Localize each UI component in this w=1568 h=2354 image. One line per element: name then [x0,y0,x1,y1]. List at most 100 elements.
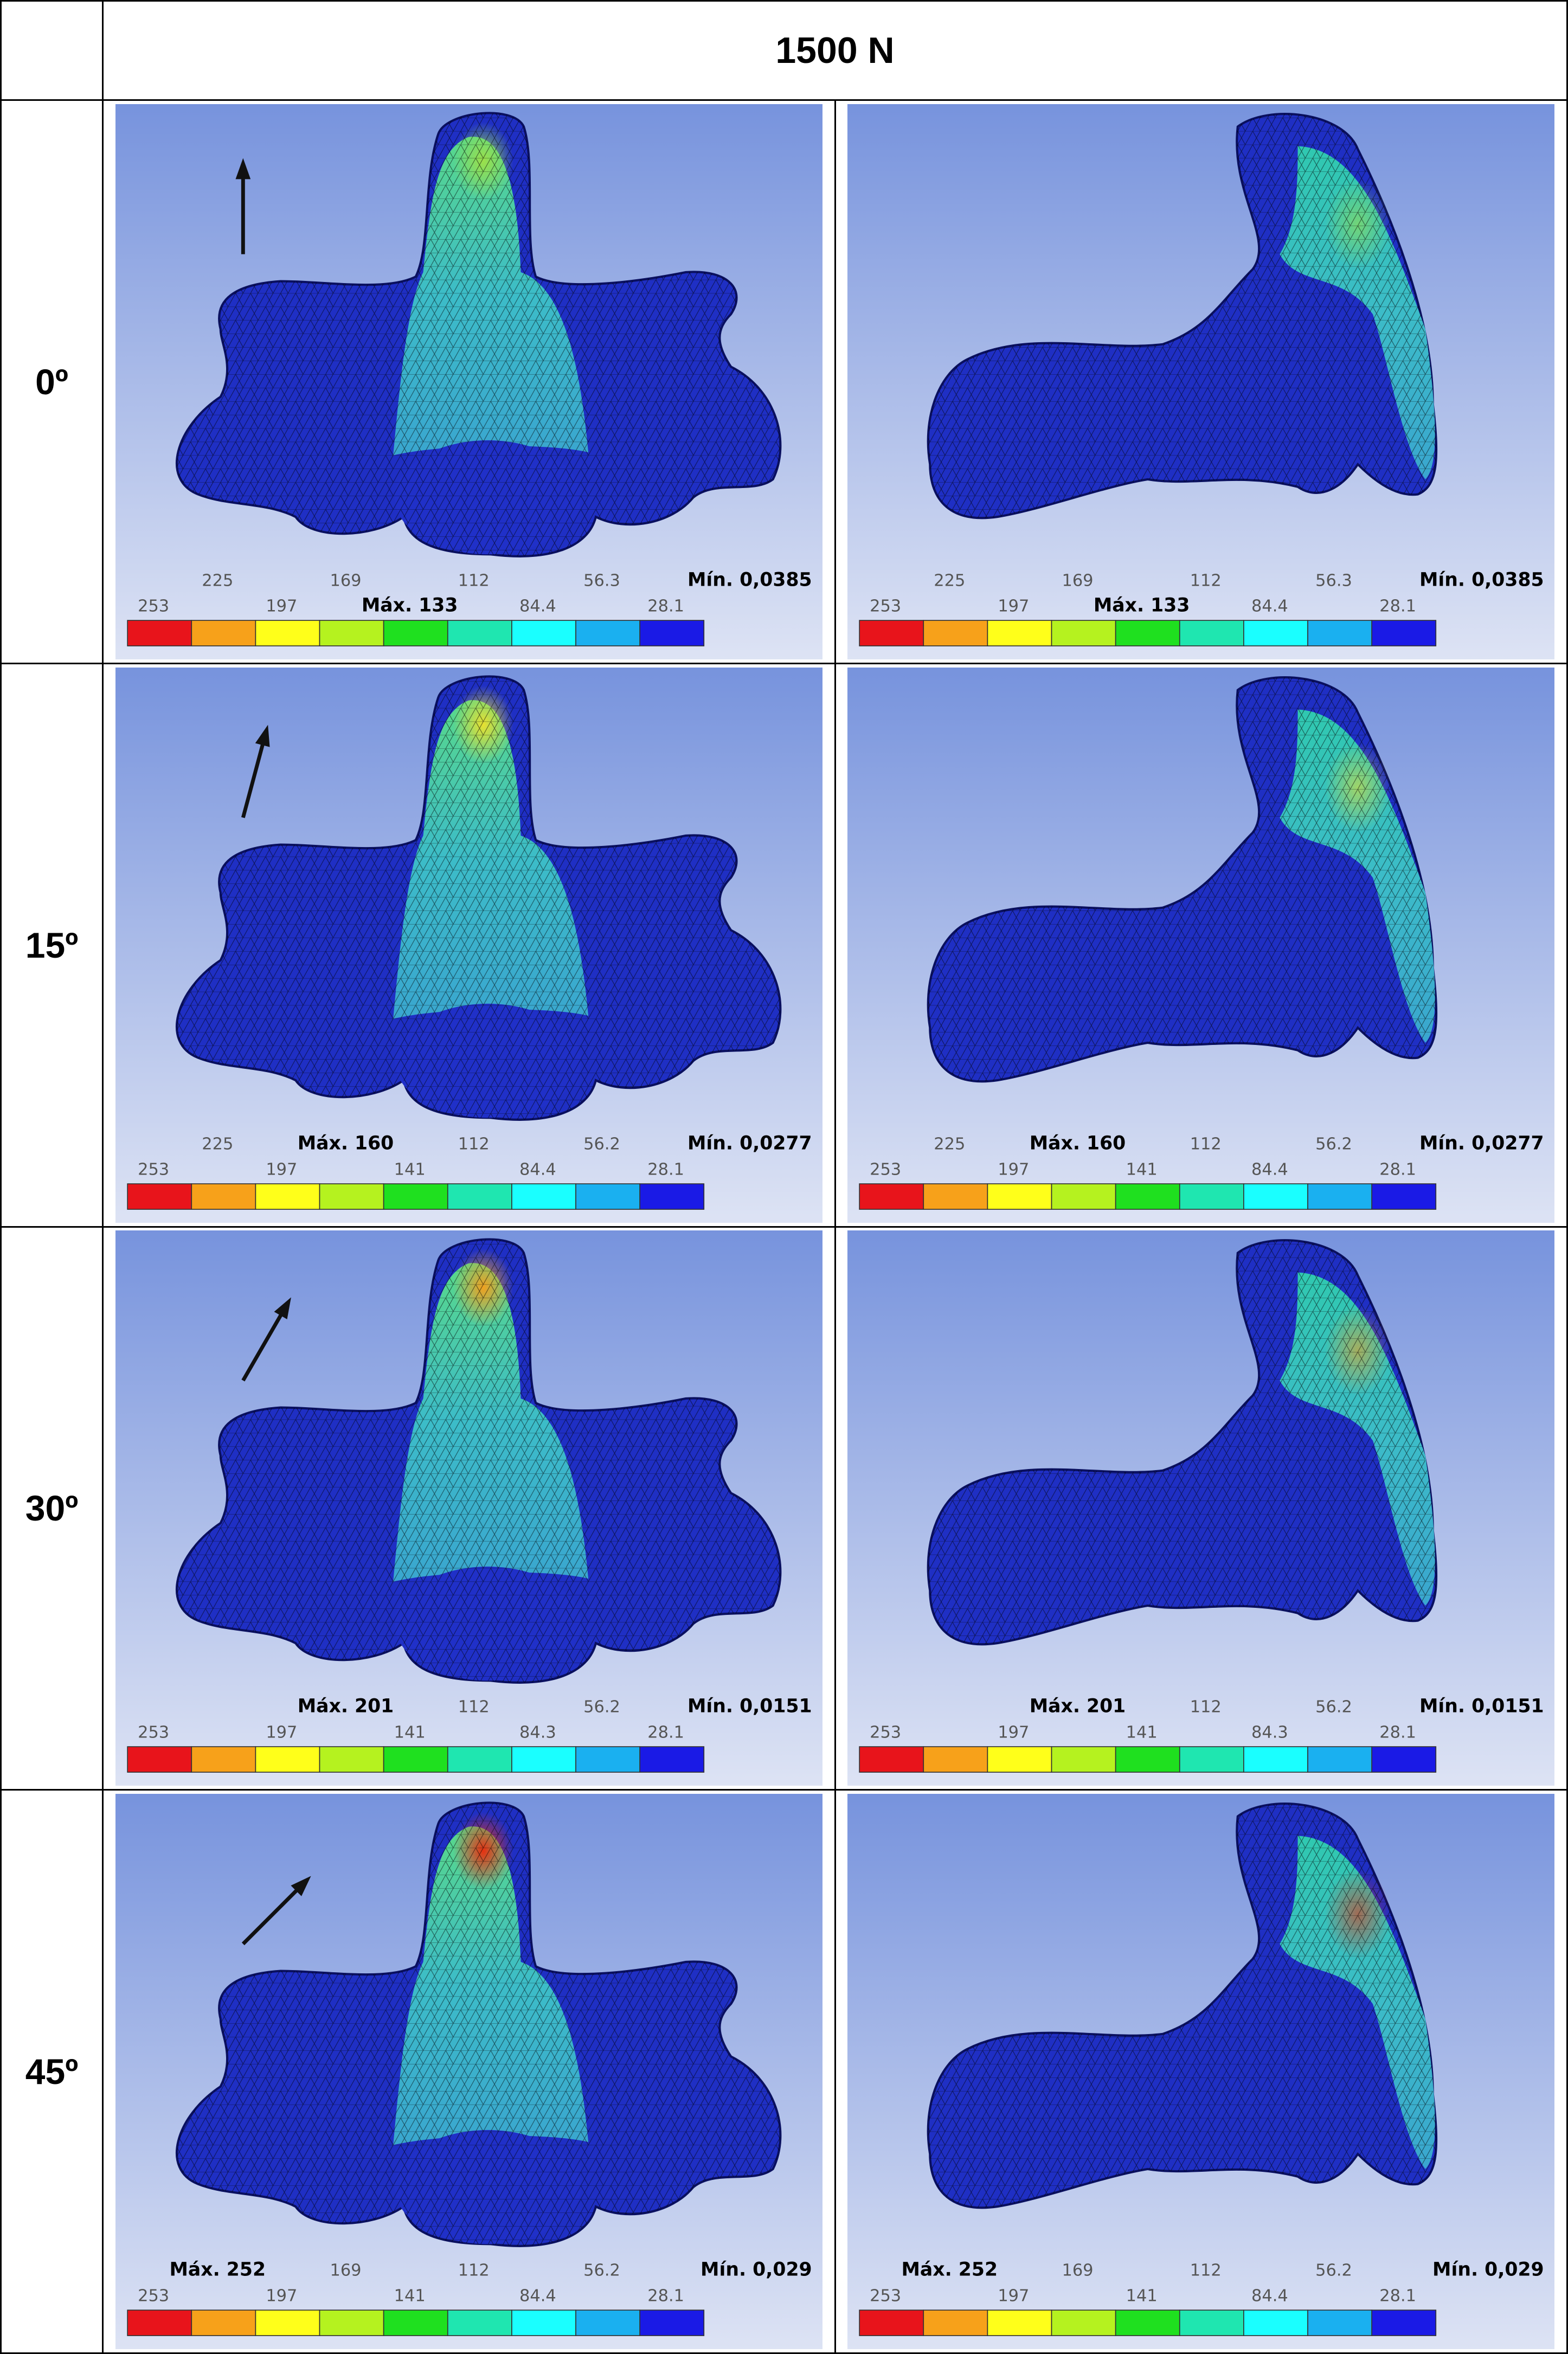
scale-label: 253 [870,596,901,615]
scale-label: 84.4 [519,1160,556,1179]
scale-label: 141 [394,2287,425,2306]
scale-label: 28.1 [647,1723,684,1742]
scale-label: 197 [266,1723,297,1742]
scale-box [191,1183,256,1210]
load-arrow [235,158,250,254]
scale-label: 84.4 [519,596,556,615]
scale-label: 253 [870,1160,901,1179]
load-arrow [241,1297,291,1382]
scale-label: 112 [1190,1134,1222,1153]
scale-box [511,2310,576,2337]
scale-box [511,1183,576,1210]
scale-box [1179,1746,1244,1773]
scale-box [1051,1746,1116,1773]
scale-label: 169 [330,2261,361,2280]
scale-label: 225 [934,1134,965,1153]
front-view-cell: 253 197 141 84.3 28.1 Máx. 201 112 56.2 Mín. 0,0… [104,1227,836,1791]
scale-box [923,2310,988,2337]
scale-label: 253 [138,1723,169,1742]
angle-label: 30º [2,1227,104,1791]
scale-label: 225 [934,571,965,590]
scale-box [923,1183,988,1210]
scale-box [447,2310,512,2337]
scale-box [1307,620,1373,646]
scale-label: 253 [138,1160,169,1179]
side-view-cell: 253 197 141 84.4 28.1 Máx. 252 169 112 56.2 Mín. … [836,1791,1568,2354]
fea-image: 253 197 Máx. 133 84.4 28.1 225 169 112 56.3 Mín. … [115,104,822,659]
scale-box [1179,620,1244,646]
scale-box [1243,2310,1309,2337]
scale-label: 56.2 [1315,1134,1352,1153]
scale-box [987,2310,1052,2337]
scale-box [447,620,512,646]
scale-box [1371,620,1437,646]
scale-label: 169 [330,571,361,590]
scale-label: 253 [870,1723,901,1742]
scale-label: 112 [1190,2261,1222,2280]
scale-label: 141 [394,1723,425,1742]
scale-box [1371,2310,1437,2337]
scale-box [575,620,640,646]
min-label: Mín. 0,0277 [687,1132,812,1154]
max-label: Máx. 252 [169,2259,266,2281]
scale-box [319,1746,384,1773]
scale-label: 197 [998,2287,1030,2306]
scale-label: 225 [202,571,233,590]
scale-box [1051,620,1116,646]
scale-box [1115,1746,1180,1773]
scale-label: 112 [458,1698,489,1717]
scale-label: 141 [1126,1723,1158,1742]
max-label: Máx. 201 [1030,1696,1126,1717]
scale-box [383,1746,448,1773]
scale-box [923,1746,988,1773]
min-label: Mín. 0,0151 [687,1696,812,1717]
scale-box [1051,1183,1116,1210]
scale-box [1307,2310,1373,2337]
scale-box [859,620,924,646]
scale-box [255,1183,320,1210]
fea-image: 253 197 141 84.3 28.1 Máx. 201 112 56.2 Mín. 0,0… [115,1230,822,1786]
fea-image: 253 197 Máx. 133 84.4 28.1 225 169 112 56.3 Mín. … [847,104,1555,659]
scale-label: 56.3 [1315,571,1352,590]
arrow-head [255,724,270,747]
scale-box [1243,1746,1309,1773]
arrow-shaft [241,1304,288,1382]
arrow-head [291,1876,311,1896]
scale-box [383,2310,448,2337]
scale-label: 141 [1126,1160,1158,1179]
scale-label: 56.2 [583,2261,620,2280]
scale-label: 141 [1126,2287,1158,2306]
scale-box [255,620,320,646]
scale-label: 197 [266,2287,297,2306]
min-label: Mín. 0,0277 [1419,1132,1544,1154]
max-label: Máx. 133 [362,594,458,616]
scale-box [639,620,704,646]
scale-box [1243,1183,1309,1210]
scale-label: 197 [998,1160,1030,1179]
scale-box [447,1746,512,1773]
scale-box [987,620,1052,646]
scale-box [319,1183,384,1210]
scale-label: 56.2 [583,1698,620,1717]
scale-box [859,1746,924,1773]
scale-label: 56.2 [583,1134,620,1153]
scale-box [575,1183,640,1210]
scale-label: 28.1 [647,596,684,615]
scale-box [447,1183,512,1210]
scale-box [127,1183,192,1210]
scale-label: 28.1 [1379,1723,1416,1742]
scale-label: 225 [202,1134,233,1153]
scale-box [511,620,576,646]
scale-label: 84.4 [519,2287,556,2306]
scale-box [1115,620,1180,646]
scale-box [255,2310,320,2337]
scale-box [511,1746,576,1773]
load-header: 1500 N [104,2,1568,101]
scale-label: 169 [1062,2261,1094,2280]
max-label: Máx. 252 [902,2259,998,2281]
min-label: Mín. 0,0385 [687,569,812,591]
scale-box [859,1183,924,1210]
mesh-overlay [928,114,1437,518]
scale-box [987,1746,1052,1773]
